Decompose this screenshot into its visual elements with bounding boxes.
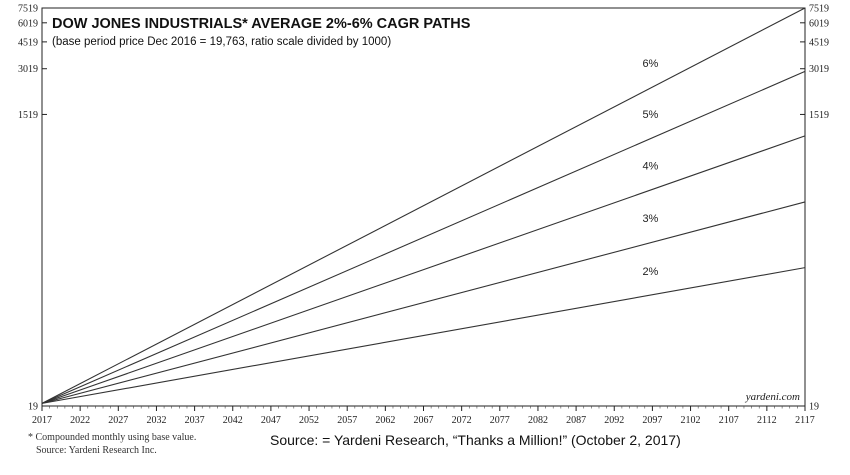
x-tick-label: 2027 xyxy=(108,415,128,426)
y-tick-label-left: 19 xyxy=(28,402,38,413)
x-tick-label: 2072 xyxy=(452,415,472,426)
chart-title: DOW JONES INDUSTRIALS* AVERAGE 2%-6% CAG… xyxy=(52,16,471,32)
y-tick-label-left: 4519 xyxy=(18,37,38,48)
x-tick-label: 2087 xyxy=(566,415,586,426)
footnote-source: Source: Yardeni Research Inc. xyxy=(36,445,157,456)
y-tick-label-left: 7519 xyxy=(18,4,38,15)
x-tick-label: 2062 xyxy=(375,415,395,426)
x-tick-label: 2032 xyxy=(146,415,166,426)
y-tick-label-right: 6019 xyxy=(809,18,829,29)
series-labels: 6% 5% 4% 3% 2% xyxy=(642,58,658,278)
y-tick-label-left: 1519 xyxy=(18,110,38,121)
series-label: 3% xyxy=(642,213,658,225)
y-tick-label-right: 3019 xyxy=(809,64,829,75)
x-tick-label: 2102 xyxy=(681,415,701,426)
x-tick-label: 2042 xyxy=(223,415,243,426)
series-line-6pct xyxy=(41,7,806,404)
series-line-3pct xyxy=(41,201,806,404)
x-tick-label: 2052 xyxy=(299,415,319,426)
series-line-4pct xyxy=(41,135,806,404)
x-tick-label: 2097 xyxy=(642,415,662,426)
x-tick-label: 2112 xyxy=(757,415,777,426)
y-tick-label-left: 3019 xyxy=(18,64,38,75)
y-tick-label-right: 7519 xyxy=(809,4,829,15)
source-caption: Source: = Yardeni Research, “Thanks a Mi… xyxy=(270,432,681,448)
ticks-layer: 19 19 1519 1519 3019 3019 4519 4519 6019 6019 7519… xyxy=(18,4,829,427)
y-tick-label-right: 19 xyxy=(809,402,819,413)
series-lines xyxy=(41,7,806,404)
y-tick-label-right: 1519 xyxy=(809,110,829,121)
series-line-5pct xyxy=(41,70,806,404)
x-tick-label: 2092 xyxy=(604,415,624,426)
series-line-2pct xyxy=(41,267,806,404)
x-tick-label: 2057 xyxy=(337,415,357,426)
x-tick-label: 2082 xyxy=(528,415,548,426)
x-tick-label: 2067 xyxy=(414,415,434,426)
x-tick-label: 2117 xyxy=(795,415,815,426)
footnote-compounding: * Compounded monthly using base value. xyxy=(28,432,197,443)
x-tick-label: 2047 xyxy=(261,415,281,426)
series-label: 6% xyxy=(642,58,658,70)
series-label: 5% xyxy=(642,109,658,121)
x-tick-label: 2107 xyxy=(719,415,739,426)
y-tick-label-right: 4519 xyxy=(809,37,829,48)
x-tick-label: 2037 xyxy=(185,415,205,426)
x-tick-label: 2022 xyxy=(70,415,90,426)
series-label: 4% xyxy=(642,160,658,172)
y-tick-label-left: 6019 xyxy=(18,18,38,29)
chart-subtitle: (base period price Dec 2016 = 19,763, ra… xyxy=(52,36,391,48)
x-tick-label: 2017 xyxy=(32,415,52,426)
series-label: 2% xyxy=(642,266,658,278)
x-tick-label: 2077 xyxy=(490,415,510,426)
yardeni-watermark: yardeni.com xyxy=(745,391,800,403)
